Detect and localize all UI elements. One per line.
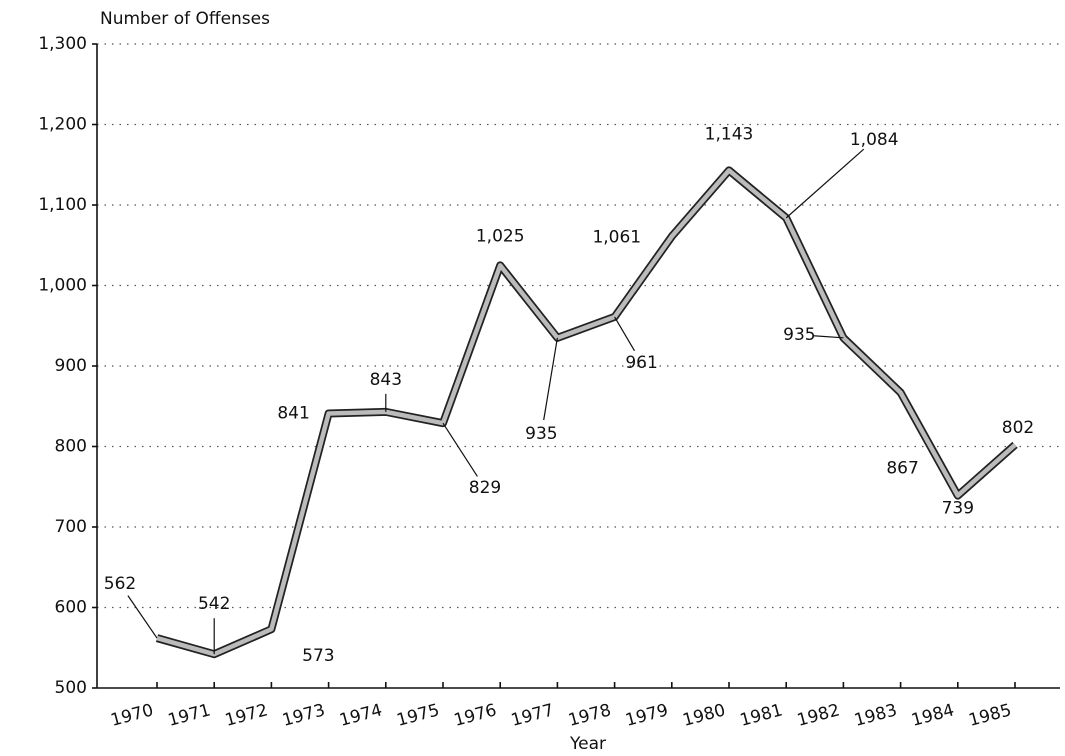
y-tick-label: 500 — [55, 678, 87, 698]
y-axis-label: Number of Offenses — [100, 9, 270, 29]
y-tick-label: 900 — [55, 356, 87, 376]
x-tick-label: 1973 — [280, 700, 327, 731]
y-tick-label: 700 — [55, 517, 87, 537]
y-tick-label: 1,100 — [38, 195, 87, 215]
y-tick-label: 1,300 — [38, 34, 87, 54]
data-label: 843 — [370, 370, 402, 390]
x-tick-label: 1976 — [452, 700, 499, 731]
x-tick-label: 1983 — [852, 700, 899, 731]
y-tick-label: 1,200 — [38, 115, 87, 135]
leader-line — [785, 148, 865, 219]
y-tick-label: 600 — [55, 598, 87, 618]
x-tick-label: 1984 — [909, 700, 956, 731]
x-tick-label: 1981 — [738, 700, 785, 731]
x-tick-label: 1977 — [509, 700, 556, 731]
data-label: 841 — [277, 403, 309, 423]
leader-line — [442, 422, 478, 477]
leader-line — [614, 316, 636, 352]
leader-line — [543, 337, 558, 421]
data-label: 802 — [1002, 418, 1034, 438]
leader-line — [127, 595, 158, 639]
x-tick-label: 1975 — [395, 700, 442, 731]
data-label: 542 — [198, 594, 230, 614]
y-tick-label: 1,000 — [38, 276, 87, 296]
x-tick-label: 1980 — [681, 700, 728, 731]
data-label: 1,084 — [850, 130, 899, 150]
leader-line — [813, 335, 844, 339]
x-tick-label: 1974 — [337, 700, 384, 731]
y-tick-label: 800 — [55, 437, 87, 457]
data-label: 1,143 — [705, 124, 754, 144]
data-label: 935 — [783, 325, 815, 345]
x-tick-label: 1979 — [623, 700, 670, 731]
data-label: 1,025 — [476, 226, 525, 246]
data-label: 867 — [886, 459, 918, 479]
data-label: 573 — [302, 646, 334, 666]
data-label: 562 — [104, 574, 136, 594]
data-label: 739 — [942, 499, 974, 519]
data-label: 935 — [525, 424, 557, 444]
x-tick-label: 1985 — [967, 700, 1014, 731]
x-tick-label: 1978 — [566, 700, 613, 731]
x-tick-label: 1971 — [166, 700, 213, 731]
data-label: 829 — [469, 478, 501, 498]
data-label: 961 — [625, 353, 657, 373]
x-tick-label: 1972 — [223, 700, 270, 731]
x-tick-label: 1982 — [795, 700, 842, 731]
x-axis-label: Year — [569, 734, 606, 754]
series-line — [156, 168, 1017, 657]
data-label: 1,061 — [592, 227, 641, 247]
x-tick-label: 1970 — [109, 700, 156, 731]
